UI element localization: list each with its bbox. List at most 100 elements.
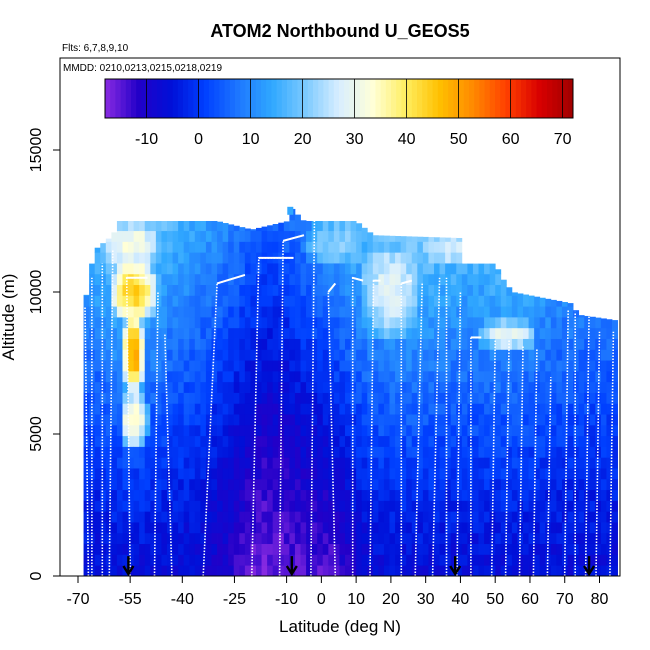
heatmap-cell [128, 241, 135, 253]
heatmap-cell [328, 221, 335, 232]
heatmap-cell [178, 316, 185, 329]
colorbar-segment [110, 79, 116, 118]
heatmap-cell [467, 532, 474, 545]
heatmap-cell [217, 221, 224, 232]
colorbar-segment [157, 79, 163, 118]
heatmap-cell [311, 221, 318, 232]
heatmap-cell [523, 306, 529, 318]
heatmap-cell [545, 532, 552, 545]
heatmap-cell [595, 489, 602, 501]
heatmap-cell [612, 489, 618, 501]
heatmap-cell [484, 522, 491, 534]
heatmap-cell [545, 435, 552, 447]
heatmap-cell [100, 316, 107, 329]
heatmap-cell [222, 306, 229, 318]
heatmap-cell [228, 478, 235, 491]
heatmap-cell [256, 468, 262, 480]
heatmap-cell [450, 424, 457, 437]
heatmap-cell [550, 306, 557, 318]
heatmap-cell [523, 294, 529, 296]
heatmap-cell [133, 263, 140, 275]
heatmap-cell [289, 532, 296, 545]
heatmap-cell [105, 403, 112, 415]
heatmap-cell [506, 349, 513, 361]
heatmap-cell [200, 543, 207, 555]
heatmap-cell [600, 318, 607, 329]
heatmap-cell [406, 403, 413, 415]
heatmap-cell [589, 565, 596, 577]
colorbar-segment [120, 79, 127, 118]
heatmap-cell [450, 273, 457, 286]
heatmap-cell [155, 306, 162, 318]
heatmap-cell [467, 316, 474, 329]
heatmap-cell [200, 435, 207, 447]
heatmap-cell [205, 263, 212, 275]
heatmap-cell [205, 381, 212, 393]
heatmap-cell [417, 435, 424, 447]
heatmap-cell [328, 565, 335, 577]
heatmap-cell [172, 532, 179, 545]
heatmap-cell [172, 273, 179, 286]
colorbar-segment [281, 79, 288, 118]
heatmap-cell [311, 489, 318, 501]
heatmap-cell [244, 230, 251, 242]
heatmap-cell [183, 306, 190, 318]
heatmap-cell [261, 370, 268, 383]
heatmap-cell [372, 565, 379, 577]
heatmap-cell [472, 360, 479, 372]
heatmap-cell [511, 489, 518, 501]
heatmap-cell [111, 273, 118, 286]
heatmap-cell [495, 306, 502, 318]
heatmap-cell [345, 511, 351, 523]
heatmap-cell [561, 370, 568, 383]
heatmap-cell [161, 532, 168, 545]
heatmap-cell [133, 252, 140, 264]
heatmap-cell [528, 392, 535, 404]
heatmap-cell [311, 381, 318, 393]
heatmap-cell [105, 500, 112, 512]
heatmap-cell [439, 511, 446, 523]
heatmap-cell [478, 532, 485, 545]
heatmap-cell [489, 446, 496, 458]
heatmap-cell [144, 435, 151, 447]
heatmap-cell [200, 403, 207, 415]
heatmap-cell [333, 295, 340, 307]
heatmap-cell [422, 273, 429, 286]
heatmap-cell [361, 532, 368, 545]
heatmap-cell [383, 446, 390, 458]
y-axis-label: Altitude (m) [0, 274, 18, 361]
heatmap-cell [534, 543, 541, 555]
heatmap-cell [567, 522, 574, 534]
heatmap-cell [233, 511, 240, 523]
heatmap-cell [445, 500, 452, 512]
heatmap-cell [272, 554, 279, 566]
heatmap-cell [244, 349, 251, 361]
heatmap-cell [194, 360, 201, 372]
heatmap-cell [417, 370, 424, 383]
heatmap-cell [406, 478, 413, 491]
heatmap-cell [400, 414, 407, 426]
heatmap-cell [111, 414, 118, 426]
heatmap-cell [261, 511, 268, 523]
heatmap-cell [289, 468, 296, 480]
heatmap-cell [584, 370, 591, 383]
heatmap-cell [333, 457, 340, 469]
heatmap-cell [328, 230, 335, 242]
heatmap-cell [317, 221, 324, 232]
heatmap-cell [450, 349, 457, 361]
heatmap-cell [389, 241, 396, 253]
heatmap-cell [550, 511, 557, 523]
heatmap-cell [528, 500, 535, 512]
heatmap-cell [456, 489, 463, 501]
heatmap-cell [172, 241, 179, 253]
heatmap-cell [294, 381, 301, 393]
heatmap-cell [523, 370, 529, 383]
heatmap-cell [139, 263, 146, 275]
heatmap-cell [367, 424, 374, 437]
heatmap-cell [122, 511, 129, 523]
heatmap-cell [378, 446, 385, 458]
heatmap-cell [105, 489, 112, 501]
heatmap-cell [439, 489, 446, 501]
heatmap-cell [339, 565, 346, 577]
heatmap-cell [606, 381, 613, 393]
